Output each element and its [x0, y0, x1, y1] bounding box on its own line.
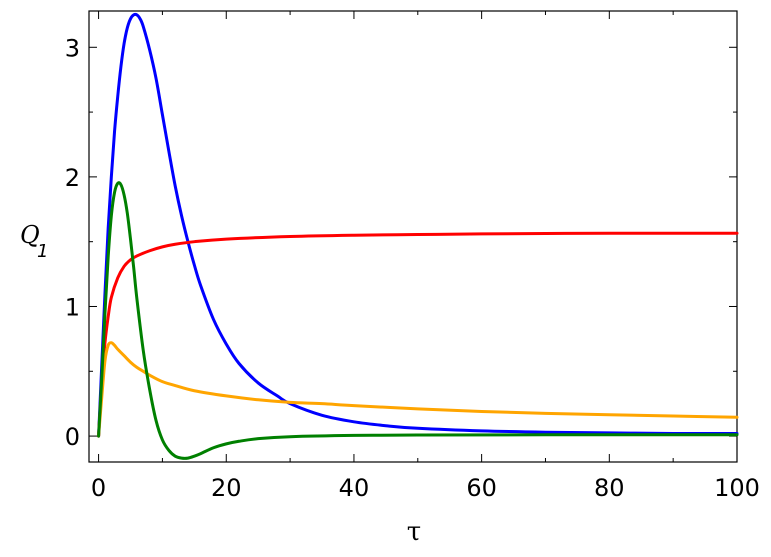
x-tick-label: 0 — [91, 474, 106, 502]
x-tick-label: 80 — [594, 474, 625, 502]
x-axis-label: τ — [407, 517, 421, 547]
plot-frame — [88, 10, 738, 463]
y-axis-label-sub: 1 — [37, 241, 48, 262]
series-lines — [97, 12, 739, 460]
y-tick-label: 1 — [65, 293, 80, 321]
y-tick-label: 2 — [65, 164, 80, 192]
y-tick-label: 0 — [65, 423, 80, 451]
series-line-red — [97, 231, 739, 438]
y-axis-label-main: Q — [20, 221, 40, 249]
y-axis-label: Q 1 — [20, 221, 48, 262]
x-tick-label: 100 — [714, 474, 760, 502]
x-tick-label: 20 — [211, 474, 242, 502]
tick-labels: 0 20 40 60 80 100 0 1 2 3 — [65, 34, 760, 502]
series-line-blue — [97, 12, 739, 438]
series-line-orange — [97, 341, 739, 438]
y-tick-label: 3 — [65, 34, 80, 62]
series-line-green — [97, 181, 739, 460]
x-tick-label: 40 — [339, 474, 370, 502]
x-tick-label: 60 — [466, 474, 497, 502]
